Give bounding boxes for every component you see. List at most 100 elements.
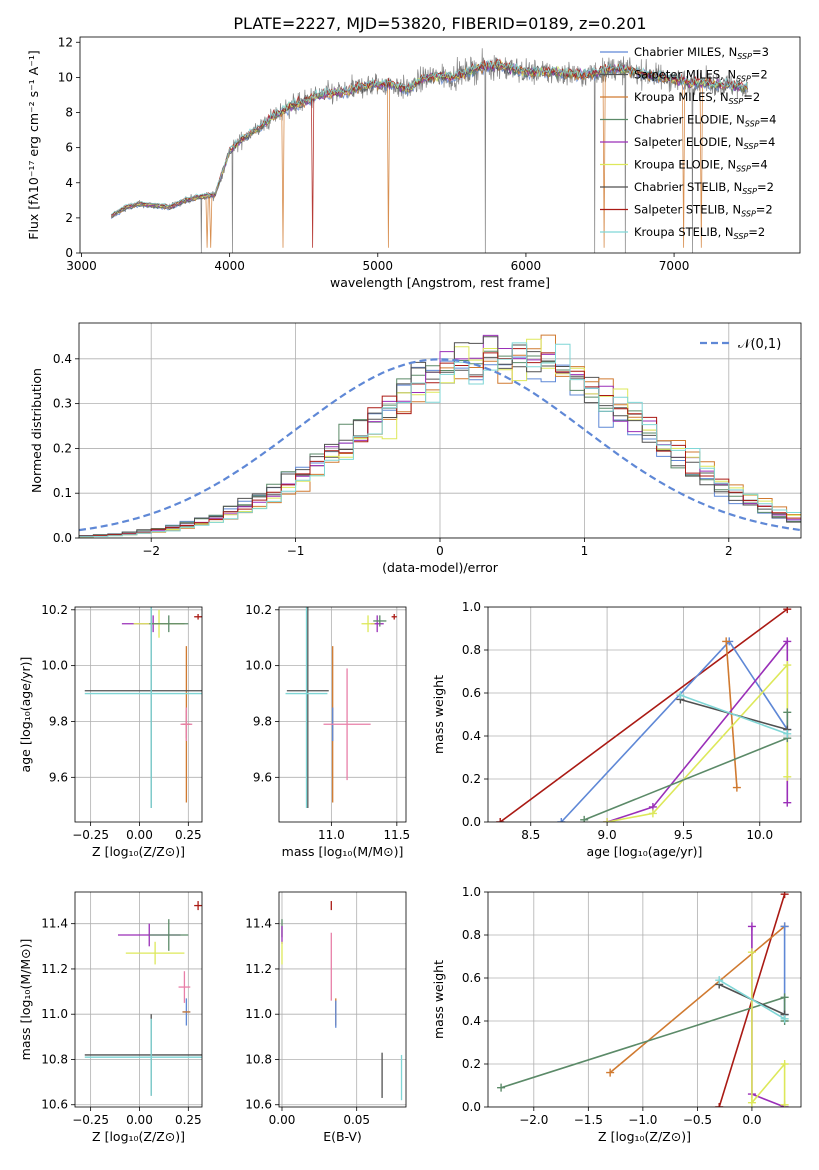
panel-mass_vs_Z: −0.25 0.00 0.25 10.6 10.8 11.0 11.2 11.4 Z [log₁… [18, 891, 203, 1144]
plus-marker [780, 1014, 789, 1023]
legend-entry: Kroupa STELIB, NSSP=2 [634, 225, 765, 241]
plus-marker [747, 1098, 756, 1107]
x-tick-label: 2 [725, 544, 733, 558]
y-tick-label: 6 [65, 141, 73, 155]
weight-line [606, 639, 789, 822]
y-axis-label: mass [log₁₀(M/M⊙)] [18, 939, 33, 1061]
plus-marker [780, 1060, 789, 1068]
y-tick-label: 4 [65, 176, 73, 190]
y-tick-label: 0.0 [53, 531, 72, 545]
y-tick-label: 2 [65, 211, 73, 225]
x-tick-label: 8.5 [521, 828, 540, 842]
weight-line [609, 925, 786, 1074]
x-tick-label: −0.25 [72, 828, 109, 842]
data-point [84, 607, 202, 809]
panel-age_vs_mass: 11.0 11.5 9.6 9.8 10.0 10.2 mass [log₁₀(M/M⊙)] [245, 603, 410, 859]
y-tick-label: 12 [58, 35, 73, 49]
plot-area [110, 48, 749, 253]
x-tick-label: 9.0 [598, 828, 617, 842]
y-tick-label: 10.8 [41, 1052, 68, 1066]
plus-marker [783, 607, 792, 614]
plus-marker [715, 1103, 724, 1107]
plus-marker [747, 948, 756, 957]
y-tick-label: 0.6 [462, 971, 481, 985]
plus-marker [783, 729, 792, 738]
x-axis-label: Z [log₁₀(Z/Z⊙)] [598, 1129, 691, 1144]
y-tick-label: 0.4 [462, 729, 481, 743]
axes-frame [278, 891, 407, 1108]
legend-entry: 𝒩(0,1) [738, 337, 781, 352]
gaussian-curve [79, 358, 801, 532]
y-tick-label: 1.0 [462, 600, 481, 614]
y-tick-label: 10.2 [245, 603, 272, 617]
x-tick-label: 6000 [511, 259, 542, 273]
axes-frame [79, 36, 801, 254]
panel-mass_vs_ebv: 0.00 0.05 10.6 10.8 11.0 11.2 11.4 E(B-V) [245, 891, 407, 1144]
x-tick-label: 0 [436, 544, 444, 558]
y-axis-label: age [log₁₀(age/yr)] [18, 657, 33, 773]
y-tick-label: 0.1 [53, 486, 72, 500]
x-tick-label: −2 [142, 544, 160, 558]
y-tick-label: 0 [65, 246, 73, 260]
plus-marker [557, 818, 566, 822]
x-tick-label: 1 [581, 544, 589, 558]
plus-marker [496, 818, 505, 822]
y-tick-label: 0.2 [53, 441, 72, 455]
plus-marker [780, 993, 789, 1002]
y-tick-label: 0.6 [462, 686, 481, 700]
legend-entry: Chabrier MILES, NSSP=3 [634, 45, 769, 61]
y-tick-label: 0.3 [53, 397, 72, 411]
y-tick-label: 10.6 [41, 1098, 68, 1112]
y-tick-label: 9.6 [253, 770, 272, 784]
plus-marker [606, 1068, 615, 1077]
y-tick-label: 8 [65, 106, 73, 120]
y-tick-label: 10.6 [245, 1098, 272, 1112]
axes-frame [278, 606, 407, 823]
x-tick-label: 3000 [66, 259, 97, 273]
x-tick-label: −1.0 [628, 1113, 657, 1127]
plus-marker [783, 661, 792, 670]
data-point [361, 615, 375, 633]
y-tick-label: 10.0 [245, 659, 272, 673]
panel-weight_vs_Z: −2.0 −1.5 −1.0 −0.5 0.0 0.0 0.2 0.4 0.6 0.8 1.0 Z [… [431, 885, 802, 1144]
x-tick-label: 9.5 [674, 828, 693, 842]
y-tick-label: 11.4 [245, 917, 272, 931]
legend-entry: Chabrier STELIB, NSSP=2 [634, 180, 774, 196]
plus-marker [580, 815, 589, 822]
model-spectrum-line [110, 58, 748, 215]
x-tick-label: 0.00 [126, 1113, 153, 1127]
plot-area [75, 607, 202, 822]
x-tick-label: −0.5 [683, 1113, 712, 1127]
x-tick-label: 0.25 [175, 1113, 202, 1127]
y-tick-label: 0.2 [462, 1057, 481, 1071]
weight-line [560, 640, 788, 822]
data-point [84, 1018, 202, 1096]
axes-frame [78, 322, 802, 539]
y-tick-label: 0.8 [462, 643, 481, 657]
x-tick-label: 11.0 [318, 828, 345, 842]
x-tick-label: 11.5 [383, 828, 410, 842]
panel-spectrum: 3000 4000 5000 6000 7000 0 2 4 6 8 10 12 wavelength … [26, 35, 801, 290]
histogram-step [79, 348, 801, 537]
y-tick-label: 9.6 [49, 770, 68, 784]
y-tick-label: 1.0 [462, 885, 481, 899]
data-point [149, 919, 189, 951]
x-tick-label: 7000 [659, 259, 690, 273]
figure-title: PLATE=2227, MJD=53820, FIBERID=0189, z=0… [233, 14, 646, 33]
data-point [373, 615, 387, 627]
plus-marker [783, 772, 792, 781]
y-axis-label: Flux [fλ10⁻¹⁷ erg cm⁻² s⁻¹ A⁻¹] [26, 50, 41, 239]
y-tick-label: 0.0 [462, 1100, 481, 1114]
data-point [391, 613, 397, 620]
y-tick-label: 0.2 [462, 772, 481, 786]
x-tick-label: 0.25 [175, 828, 202, 842]
plot-area [279, 892, 406, 1107]
axes-frame [487, 606, 802, 823]
x-tick-label: −1.5 [574, 1113, 603, 1127]
plus-marker [783, 798, 792, 807]
y-tick-label: 9.8 [253, 714, 272, 728]
weight-line [680, 694, 788, 735]
plot-area [279, 607, 406, 822]
plus-marker [497, 1083, 506, 1092]
y-tick-label: 11.2 [41, 962, 68, 976]
